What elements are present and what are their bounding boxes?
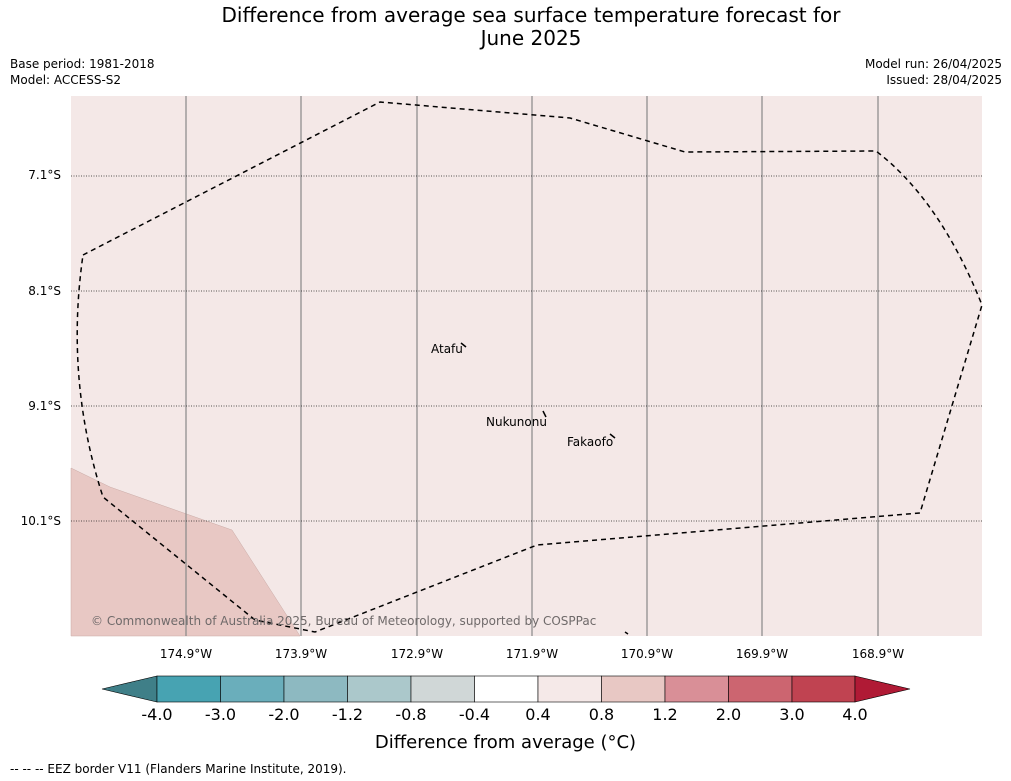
eez-legend-note: -- -- -- EEZ border V11 (Flanders Marine… [10, 762, 347, 776]
place-label-fakaofo: Fakaofo [567, 435, 614, 449]
lat-label-8-1s: 8.1°S [28, 284, 61, 298]
colorbar-tick: -0.4 [458, 705, 491, 724]
lon-label-171-9w: 171.9°W [505, 647, 559, 661]
colorbar-tick: 0.4 [525, 705, 551, 724]
colorbar-tick: 2.0 [715, 705, 742, 724]
colorbar-tick: 4.0 [842, 705, 868, 724]
title-line-1: Difference from average sea surface temp… [221, 3, 841, 27]
map-title: Difference from average sea surface temp… [0, 4, 1011, 50]
place-label-nukunonu: Nukunonu [486, 415, 547, 429]
colorbar-bin [791, 675, 856, 703]
issued-date: Issued: 28/04/2025 [886, 73, 1002, 87]
metadata-left: Base period: 1981-2018 Model: ACCESS-S2 [10, 56, 155, 88]
swains-island-shape [624, 631, 629, 635]
colorbar-bin [537, 675, 602, 703]
colorbar-bin [156, 675, 221, 703]
copyright-notice: © Commonwealth of Australia 2025, Bureau… [91, 614, 597, 628]
lon-label-174-9w: 174.9°W [159, 647, 213, 661]
colorbar-extend-low [101, 675, 158, 703]
parallel-lines [71, 175, 982, 522]
lat-label-10-1s: 10.1°S [20, 514, 61, 528]
colorbar-bin [664, 675, 729, 703]
colorbar-bin [283, 675, 348, 703]
lat-label-9-1s: 9.1°S [28, 399, 61, 413]
lon-label-169-9w: 169.9°W [735, 647, 789, 661]
colorbar-bin [601, 675, 666, 703]
lon-label-172-9w: 172.9°W [390, 647, 444, 661]
model-name: Model: ACCESS-S2 [10, 73, 122, 87]
title-line-2: June 2025 [480, 26, 582, 50]
lon-label-173-9w: 173.9°W [274, 647, 328, 661]
colorbar-tick: -4.0 [141, 705, 173, 724]
atafu-island-shape [460, 342, 467, 348]
colorbar-bin [474, 675, 539, 703]
colorbar-extend-high [854, 675, 911, 703]
colorbar-tick: 3.0 [779, 705, 805, 724]
lon-label-170-9w: 170.9°W [620, 647, 674, 661]
colorbar-tick: -1.2 [331, 705, 364, 724]
base-period: Base period: 1981-2018 [10, 57, 155, 71]
model-run: Model run: 26/04/2025 [864, 57, 1002, 71]
place-label-atafu: Atafu [431, 342, 463, 356]
colorbar-tick: -0.8 [395, 705, 427, 724]
colorbar-bin [220, 675, 285, 703]
colorbar-bin [347, 675, 412, 703]
colorbar-tick: -3.0 [204, 705, 237, 724]
fakaofo-island-shape [609, 433, 616, 439]
nukunonu-island-shape [542, 410, 547, 418]
lat-label-7-1s: 7.1°S [28, 168, 61, 182]
metadata-right: Model run: 26/04/2025 Issued: 28/04/2025 [865, 56, 1002, 88]
colorbar-title: Difference from average (°C) [374, 732, 637, 753]
colorbar-bin [728, 675, 793, 703]
colorbar-tick: 0.8 [588, 705, 615, 724]
colorbar-tick: 1.2 [652, 705, 678, 724]
colorbar-bin [410, 675, 475, 703]
meridian-lines [185, 96, 879, 636]
lon-label-168-9w: 168.9°W [851, 647, 905, 661]
eez-border [76, 101, 983, 633]
colorbar [101, 675, 911, 703]
colorbar-tick: -2.0 [268, 705, 300, 724]
